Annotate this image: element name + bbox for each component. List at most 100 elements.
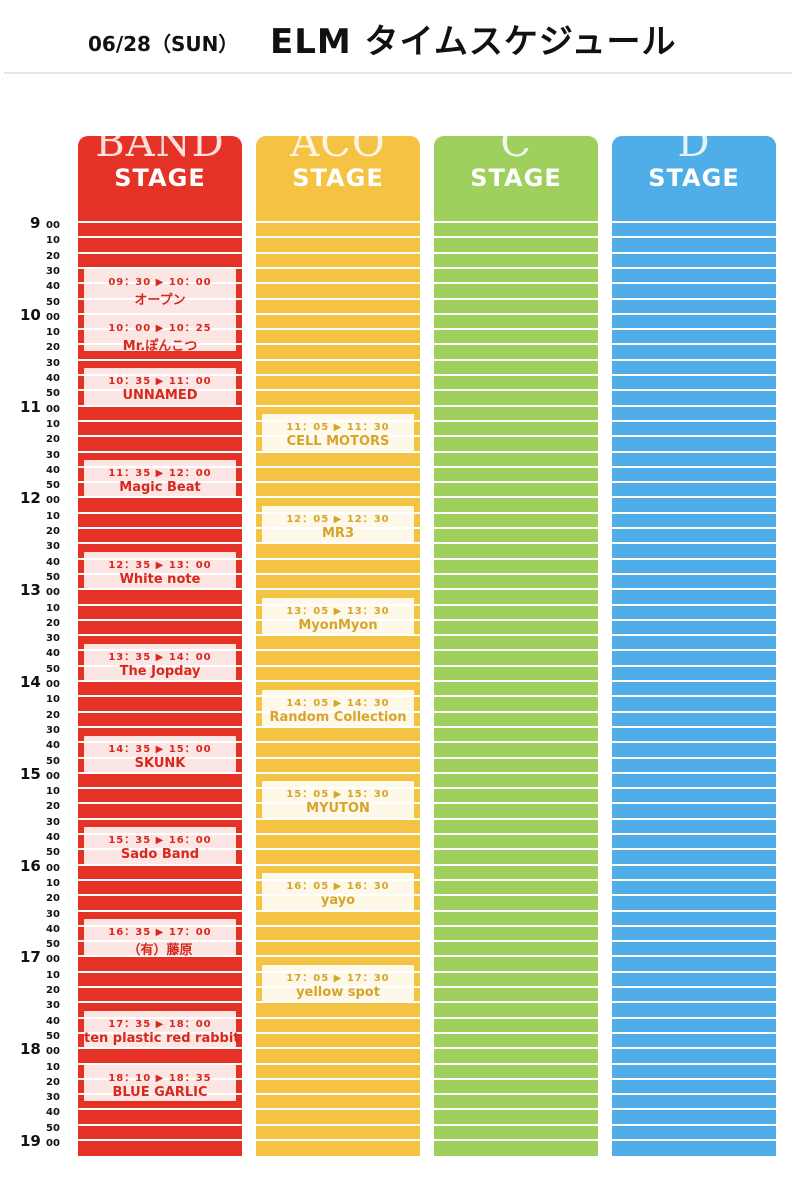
grid-line	[434, 374, 598, 376]
grid-line	[256, 1108, 420, 1111]
grid-line	[256, 450, 420, 453]
slot-performer: Random Collection	[269, 709, 407, 725]
grid-line	[434, 756, 598, 759]
grid-line	[612, 374, 776, 376]
minute-label: 40	[46, 556, 60, 568]
minute-label: 50	[46, 847, 60, 859]
grid-line	[612, 771, 776, 774]
grid-line	[434, 970, 598, 973]
grid-line	[612, 450, 776, 453]
time-label: 40	[0, 373, 66, 389]
grid-line	[78, 527, 242, 529]
grid-line	[434, 1077, 598, 1080]
performance-slot: 12：35 ▶ 13：00 White note	[84, 551, 236, 589]
slot-time: 12：35 ▶ 13：00	[108, 559, 212, 571]
grid-line	[256, 588, 420, 591]
grid-line	[256, 389, 420, 392]
performance-slot: 10：35 ▶ 11：00 UNNAMED	[84, 368, 236, 405]
grid-line	[434, 343, 598, 346]
time-label: 12 00	[0, 489, 66, 511]
grid-line	[256, 863, 420, 866]
time-label: 20	[0, 893, 66, 909]
grid-line	[612, 1062, 776, 1065]
time-label: 50	[0, 1123, 66, 1139]
minute-label: 00	[46, 495, 60, 507]
grid-line	[434, 1062, 598, 1065]
grid-line	[434, 221, 598, 223]
time-label: 20	[0, 251, 66, 267]
grid-line	[612, 940, 776, 943]
time-label: 40	[0, 1016, 66, 1032]
time-label: 30	[0, 817, 66, 833]
grid-line	[256, 1016, 420, 1019]
slot-performer: ten plastic red rabbit	[84, 1030, 240, 1046]
slot-time: 18：10 ▶ 18：35	[108, 1072, 212, 1084]
grid-line	[434, 986, 598, 988]
grid-line	[434, 266, 598, 269]
grid-line	[78, 542, 242, 545]
minute-label: 00	[46, 954, 60, 966]
grid-line	[612, 588, 776, 591]
grid-line	[612, 756, 776, 759]
grid-line	[78, 695, 242, 698]
grid-line	[256, 664, 420, 667]
grid-line	[256, 634, 420, 637]
performance-slot: 17：05 ▶ 17：30 yellow spot	[262, 965, 414, 1002]
grid-line	[612, 358, 776, 361]
grid-line	[434, 878, 598, 881]
minute-label: 50	[46, 296, 60, 308]
grid-line	[612, 695, 776, 698]
grid-line	[434, 680, 598, 682]
grid-line	[434, 649, 598, 652]
time-label: 50	[0, 939, 66, 955]
minute-label: 00	[46, 220, 60, 231]
grid-line	[612, 1123, 776, 1126]
grid-line	[434, 725, 598, 728]
minute-label: 20	[46, 434, 60, 446]
grid-line	[434, 527, 598, 529]
grid-line	[612, 465, 776, 468]
grid-line	[434, 955, 598, 958]
grid-line	[256, 833, 420, 835]
minute-label: 10	[46, 602, 60, 614]
grid-line	[612, 603, 776, 606]
grid-line	[434, 251, 598, 254]
minute-label: 00	[46, 1138, 60, 1149]
grid-line	[612, 664, 776, 667]
grid-line	[612, 970, 776, 973]
grid-line	[256, 1093, 420, 1096]
grid-line	[434, 450, 598, 453]
hour-label: 10	[20, 305, 41, 324]
grid-line	[612, 221, 776, 223]
grid-line	[434, 787, 598, 790]
grid-line	[256, 374, 420, 376]
grid-line	[434, 1031, 598, 1034]
grid-line	[256, 358, 420, 361]
grid-line	[434, 1093, 598, 1096]
minute-label: 00	[46, 679, 60, 690]
grid-line	[612, 1108, 776, 1111]
grid-line	[78, 1062, 242, 1065]
grid-line	[612, 557, 776, 560]
minute-label: 40	[46, 923, 60, 935]
band-stage-name: BAND	[95, 136, 225, 166]
grid-line	[256, 725, 420, 728]
grid-line	[612, 404, 776, 407]
slot-performer: SKUNK	[134, 755, 186, 771]
slot-performer: yellow spot	[296, 985, 380, 1001]
grid-line	[256, 1123, 420, 1126]
slot-performer: Mr.ぽんこつ	[122, 338, 198, 354]
d-stage-name: D	[677, 136, 711, 166]
hour-label: 18	[20, 1040, 41, 1059]
grid-line	[78, 358, 242, 361]
grid-line	[256, 649, 420, 652]
grid-line	[434, 863, 598, 866]
time-label: 10	[0, 327, 66, 343]
grid-line	[612, 496, 776, 499]
grid-line	[434, 572, 598, 575]
grid-line	[612, 848, 776, 851]
grid-line	[78, 496, 242, 499]
grid-line	[612, 894, 776, 897]
performance-slot: 09：30 ▶ 10：00 オープン	[84, 268, 236, 313]
performance-slot: 13：35 ▶ 14：00 The Jopday	[84, 643, 236, 680]
